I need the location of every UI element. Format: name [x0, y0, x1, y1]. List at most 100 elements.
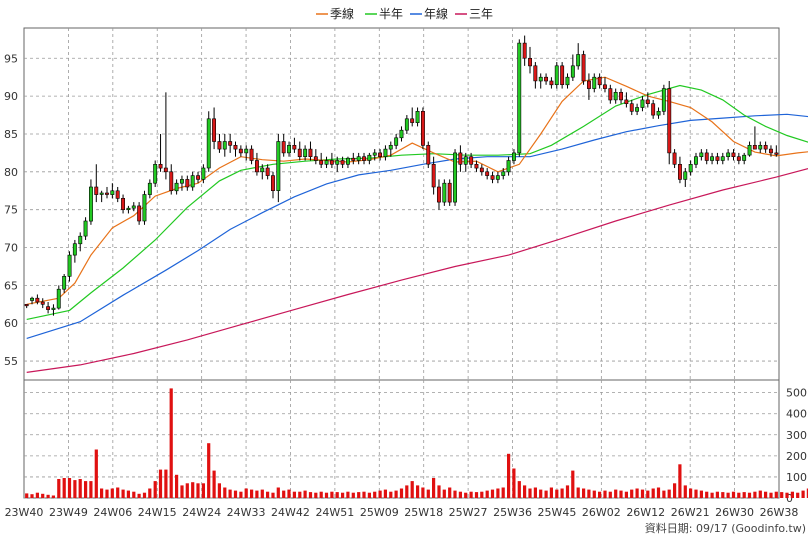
- x-tick-label: 26W02: [582, 506, 621, 519]
- volume-bar: [453, 490, 457, 498]
- candle-body: [511, 152, 516, 161]
- volume-bar: [785, 492, 789, 498]
- volume-bar: [764, 491, 768, 498]
- candle: [768, 145, 773, 157]
- legend-item: 年線: [410, 6, 448, 21]
- candle: [281, 133, 286, 157]
- candle: [324, 156, 329, 169]
- candle: [645, 92, 650, 108]
- candle: [383, 145, 388, 161]
- price-y-axis: 55 60 65 70 75 80 85 90 95: [4, 52, 18, 368]
- candle: [640, 96, 645, 112]
- volume-bar: [651, 488, 655, 498]
- volume-bar: [196, 483, 200, 499]
- candle: [613, 88, 618, 104]
- candle-body: [501, 171, 506, 176]
- candle-body: [335, 160, 340, 165]
- volume-grid: [24, 380, 779, 499]
- candle-body: [651, 103, 656, 116]
- volume-bar: [137, 493, 141, 498]
- volume-bar: [496, 488, 500, 498]
- candle: [174, 179, 179, 195]
- candle-body: [410, 118, 415, 123]
- volume-y-axis: 0 100 200 300 400 500: [786, 387, 807, 505]
- candle-body: [742, 154, 747, 161]
- candle: [335, 156, 340, 172]
- volume-bar: [89, 481, 93, 498]
- volume-panel: 0 100 200 300 400 500: [23, 379, 808, 505]
- volume-bar: [153, 481, 157, 498]
- candle-body: [581, 54, 586, 82]
- candle: [351, 152, 356, 165]
- candle-body: [613, 92, 618, 101]
- candle-body: [308, 148, 313, 158]
- candle-body: [715, 156, 720, 161]
- candle-body: [255, 160, 259, 173]
- candle-body: [485, 171, 490, 176]
- candle: [704, 149, 709, 165]
- y-tick-label: 65: [4, 279, 18, 292]
- volume-bar: [105, 489, 109, 498]
- legend-label: 年線: [424, 6, 448, 21]
- candle: [624, 92, 629, 108]
- candle: [131, 202, 136, 212]
- candle: [726, 149, 731, 161]
- volume-bar: [207, 443, 211, 498]
- candle-body: [46, 306, 51, 310]
- volume-bar: [796, 492, 800, 498]
- candle: [185, 175, 190, 191]
- candle: [410, 107, 415, 127]
- y-tick-label: 90: [4, 90, 18, 103]
- candle: [46, 302, 51, 314]
- y-tick-label: 80: [4, 166, 18, 179]
- candle-body: [147, 182, 152, 195]
- candle-body: [180, 179, 184, 184]
- candle: [276, 133, 281, 203]
- candle-body: [110, 190, 115, 195]
- candle-body: [560, 65, 565, 86]
- candle: [142, 190, 147, 225]
- candle-body: [83, 220, 88, 237]
- volume-bar: [78, 479, 82, 498]
- volume-bar: [474, 492, 479, 498]
- volume-bar: [126, 490, 130, 498]
- volume-bar: [191, 482, 195, 498]
- candle-body: [265, 167, 270, 176]
- candle-body: [517, 42, 522, 154]
- candle: [201, 164, 206, 184]
- candle: [570, 54, 575, 81]
- candle-body: [474, 164, 479, 169]
- x-tick-label: 26W12: [626, 506, 665, 519]
- candle-body: [768, 148, 773, 154]
- candle: [399, 126, 404, 142]
- volume-bar: [399, 488, 404, 498]
- candle-body: [763, 145, 768, 150]
- volume-bar: [116, 487, 120, 498]
- candle: [688, 160, 693, 176]
- volume-bar: [715, 491, 719, 498]
- candle-body: [688, 164, 693, 173]
- candle: [629, 99, 634, 116]
- candle-body: [292, 145, 297, 150]
- volume-bars: [25, 388, 808, 499]
- volume-bar: [758, 490, 762, 498]
- volume-bar: [346, 491, 350, 498]
- x-tick-label: 24W51: [315, 506, 354, 519]
- volume-bar: [341, 492, 345, 498]
- candle-body: [645, 99, 650, 105]
- volume-bar: [560, 488, 564, 498]
- volume-bar: [110, 488, 114, 498]
- volume-bar: [266, 491, 270, 498]
- candle: [270, 171, 275, 199]
- candle-body: [752, 145, 757, 150]
- x-tick-label: 25W09: [360, 506, 399, 519]
- volume-bar: [592, 490, 596, 498]
- candle: [233, 141, 238, 157]
- volume-bar: [244, 488, 248, 498]
- candle: [265, 164, 270, 180]
- volume-bar: [180, 485, 184, 498]
- candle-body: [105, 192, 109, 195]
- candle: [83, 217, 88, 240]
- ma-three-year: [26, 167, 808, 373]
- candle-body: [260, 167, 265, 173]
